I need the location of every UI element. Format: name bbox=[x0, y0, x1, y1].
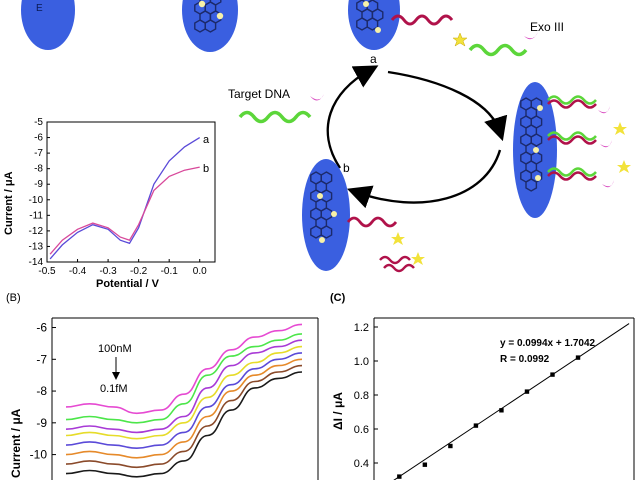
panel-b-y-tick-label: -8 bbox=[36, 384, 47, 398]
panel-c-y-tick-label: 0.4 bbox=[354, 458, 369, 470]
graphene-electrode bbox=[182, 0, 238, 52]
inset-curves bbox=[49, 137, 201, 260]
cycle-arrow-a bbox=[387, 70, 508, 142]
exo-icon-left bbox=[310, 94, 324, 101]
data-point bbox=[397, 474, 402, 479]
cycle-arrow-right bbox=[346, 149, 502, 209]
data-point bbox=[448, 443, 453, 449]
target-dna-left bbox=[238, 110, 312, 124]
fit-equation: y = 0.0994x + 1.7042 bbox=[500, 338, 596, 349]
exo-label: Exo III bbox=[530, 20, 564, 34]
inset-y-tick-label: -8 bbox=[34, 164, 43, 175]
inset-curve-a-label: a bbox=[203, 134, 210, 146]
panel-c-y-label: ΔI / μA bbox=[331, 392, 345, 430]
inset-y-tick-label: -13 bbox=[29, 241, 44, 252]
panel-c-y-tick-label: 0.8 bbox=[354, 390, 369, 402]
inset-series-b bbox=[49, 166, 200, 255]
probe-electrode bbox=[348, 0, 468, 50]
concentration-high-label: 100nM bbox=[98, 343, 132, 355]
digested-fragments bbox=[379, 255, 415, 273]
panel-c-points bbox=[393, 323, 630, 480]
electrode-letter: E bbox=[36, 3, 43, 14]
inset-x-tick-label: -0.3 bbox=[99, 266, 117, 277]
panel-b-y-label: Current / μA bbox=[9, 408, 23, 478]
panel-b: (B) Current / μA -6 -7 -8 -9 -10 100nM 0.1fM bbox=[6, 292, 319, 480]
panel-b-label: (B) bbox=[6, 292, 21, 304]
inset-x-tick-label: -0.5 bbox=[38, 266, 56, 277]
inset-x-tick-label: -0.1 bbox=[161, 266, 179, 277]
inset-y-tick-label: -6 bbox=[34, 133, 43, 144]
data-point bbox=[473, 423, 479, 428]
panel-b-series-4 bbox=[65, 352, 303, 450]
target-dna-right bbox=[468, 43, 528, 57]
data-point bbox=[499, 408, 504, 413]
inset-y-tick-label: -9 bbox=[34, 179, 43, 190]
panel-b-y-tick-label: -9 bbox=[36, 416, 47, 430]
inset-x-tick-label: 0.0 bbox=[193, 266, 207, 277]
inset-curve-b-label: b bbox=[203, 163, 209, 175]
inset-x-tick-label: -0.2 bbox=[130, 266, 148, 277]
panel-c: (C) ΔI / μA 1.2 1.0 0.8 0.6 0.4 y = 0.0994x … bbox=[330, 292, 635, 480]
panel-b-series-7 bbox=[65, 371, 303, 478]
panel-b-y-ticks: -6 -7 -8 -9 -10 bbox=[30, 321, 56, 462]
step-b-label: b bbox=[343, 161, 350, 175]
inset-y-tick-label: -5 bbox=[34, 117, 43, 128]
concentration-low-label: 0.1fM bbox=[100, 383, 128, 395]
data-point bbox=[550, 372, 555, 377]
step-a-label: a bbox=[370, 52, 377, 66]
inset-x-tick-label: -0.4 bbox=[69, 266, 87, 277]
fit-r-value: R = 0.0992 bbox=[500, 354, 550, 365]
target-dna-label: Target DNA bbox=[228, 87, 290, 101]
panel-b-series-6 bbox=[65, 364, 303, 469]
panel-c-label: (C) bbox=[330, 292, 346, 304]
probe-dna bbox=[390, 14, 454, 26]
scheme: E bbox=[21, 0, 631, 273]
inset-x-ticks: -0.5 -0.4 -0.3 -0.2 -0.1 0.0 bbox=[38, 259, 207, 277]
panel-b-curves bbox=[65, 323, 303, 478]
panel-b-series-0 bbox=[65, 323, 303, 415]
panel-b-y-tick-label: -6 bbox=[36, 321, 47, 335]
panel-b-series-5 bbox=[65, 358, 303, 459]
dye-star bbox=[452, 32, 468, 47]
inset-y-tick-label: -10 bbox=[29, 195, 44, 206]
inset-y-tick-label: -12 bbox=[29, 226, 44, 237]
inset-frame bbox=[46, 121, 216, 263]
data-point bbox=[575, 355, 581, 360]
panel-c-y-tick-label: 1.2 bbox=[354, 322, 369, 334]
inset-series-a bbox=[49, 137, 201, 260]
panel-b-series-3 bbox=[65, 345, 303, 440]
panel-b-y-tick-label: -10 bbox=[30, 448, 48, 462]
hybrid-electrode bbox=[513, 82, 631, 218]
cycle-arrow-b bbox=[326, 65, 379, 169]
inset-y-tick-label: -14 bbox=[29, 257, 44, 268]
data-point bbox=[422, 462, 428, 467]
inset-x-label: Potential / V bbox=[96, 278, 160, 290]
panel-b-series-1 bbox=[65, 333, 303, 424]
data-point bbox=[524, 389, 530, 394]
bare-electrode: E bbox=[21, 0, 75, 50]
inset-y-tick-label: -7 bbox=[34, 148, 43, 159]
panel-b-series-2 bbox=[65, 339, 303, 434]
panel-c-y-tick-label: 0.6 bbox=[354, 424, 369, 436]
released-electrode bbox=[302, 159, 425, 273]
inset-y-label: Current / μA bbox=[3, 171, 15, 235]
panel-c-y-tick-label: 1.0 bbox=[354, 356, 369, 368]
panel-b-y-tick-label: -7 bbox=[36, 352, 47, 366]
inset-y-tick-label: -11 bbox=[29, 210, 43, 221]
inset-y-ticks: -5 -6 -7 -8 -9 -10 -11 -12 -13 -14 bbox=[29, 117, 50, 268]
panel-c-y-ticks: 1.2 1.0 0.8 0.6 0.4 bbox=[354, 322, 378, 470]
inset-chart: Current / μA Potential / V -5 -6 -7 -8 -9 -10… bbox=[3, 117, 216, 290]
